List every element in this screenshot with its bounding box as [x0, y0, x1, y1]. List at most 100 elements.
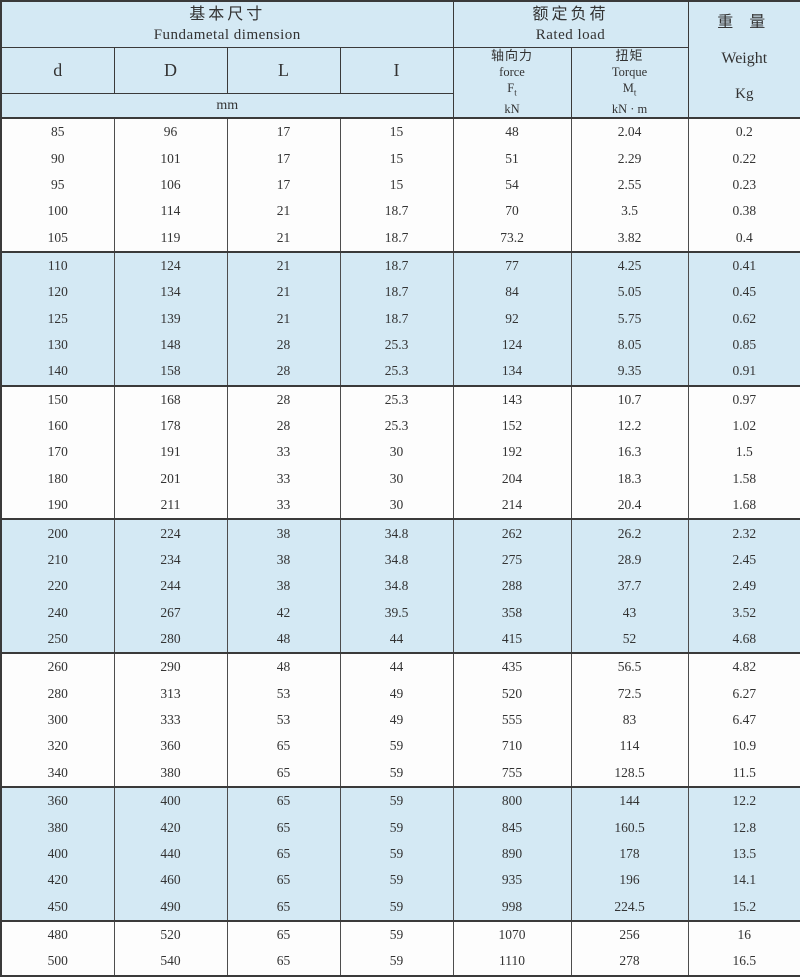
table-cell: 0.2: [687, 118, 800, 146]
table-cell: 139: [113, 305, 228, 332]
table-cell: 114: [113, 198, 228, 225]
table-cell: 100: [0, 198, 115, 225]
table-row: 125 139 21 18.7 92 5.75 0.62: [0, 305, 800, 332]
table-cell: 0.91: [687, 358, 800, 386]
table-cell: 313: [113, 680, 228, 707]
table-row: 450 490 65 59 998 224.5 15.2: [0, 893, 800, 921]
table-cell: 415: [452, 625, 572, 654]
table-cell: 158: [113, 358, 228, 386]
table-cell: 2.55: [570, 171, 689, 199]
table-cell: 18.3: [570, 465, 689, 493]
table-cell: 15.2: [687, 893, 800, 921]
table-cell: 110: [0, 250, 115, 280]
table-cell: 1.5: [687, 439, 800, 466]
table-cell: 234: [113, 546, 228, 574]
table-cell: 12.2: [687, 785, 800, 815]
table-cell: 54: [452, 171, 572, 199]
header-col-d: d: [0, 47, 115, 94]
table-cell: 39.5: [339, 599, 454, 626]
table-cell: 48: [226, 625, 341, 654]
table-cell: 262: [452, 518, 572, 547]
table-row: 220 244 38 34.8 288 37.7 2.49: [0, 573, 800, 600]
table-cell: 160.5: [570, 814, 689, 841]
table-cell: 134: [452, 358, 572, 386]
table-cell: 11.5: [687, 759, 800, 787]
table-cell: 18.7: [339, 198, 454, 225]
table-cell: 2.29: [570, 145, 689, 172]
table-cell: 59: [339, 919, 454, 949]
table-cell: 4.68: [687, 625, 800, 654]
table-cell: 65: [226, 893, 341, 921]
table-cell: 152: [452, 412, 572, 440]
table-cell: 38: [226, 518, 341, 547]
header-col-axial-force: 轴向力 force Ft kN: [452, 47, 572, 119]
table-cell: 14.1: [687, 867, 800, 894]
header-row-symbols: d D L I 轴向力 force Ft kN 扭矩 Torque Mt kN …: [0, 47, 800, 119]
table-cell: 70: [452, 198, 572, 225]
table-cell: 25.3: [339, 384, 454, 413]
table-cell: 92: [452, 305, 572, 332]
table-cell: 33: [226, 439, 341, 466]
table-cell: 845: [452, 814, 572, 841]
table-row: 250 280 48 44 415 52 4.68: [0, 625, 800, 654]
table-cell: 96: [113, 118, 228, 146]
table-cell: 935: [452, 867, 572, 894]
table-row: 150 168 28 25.3 143 10.7 0.97: [0, 384, 800, 413]
table-cell: 28: [226, 358, 341, 386]
table-cell: 18.7: [339, 250, 454, 280]
table-cell: 168: [113, 384, 228, 413]
table-cell: 128.5: [570, 759, 689, 787]
table-cell: 340: [0, 759, 115, 787]
table-cell: 44: [339, 625, 454, 654]
table-cell: 10.7: [570, 384, 689, 413]
table-cell: 15: [339, 171, 454, 199]
header-row-groups: 基本尺寸 Fundametal dimension 额定负荷 Rated loa…: [0, 0, 800, 119]
table-cell: 5.05: [570, 279, 689, 306]
table-cell: 73.2: [452, 224, 572, 252]
table-cell: 15: [339, 145, 454, 172]
table-cell: 72.5: [570, 680, 689, 707]
table-cell: 555: [452, 706, 572, 734]
table-cell: 34.8: [339, 546, 454, 574]
table-cell: 34.8: [339, 518, 454, 547]
table-cell: 4.82: [687, 652, 800, 681]
table-cell: 280: [113, 625, 228, 654]
table-cell: 380: [113, 759, 228, 787]
table-cell: 10.9: [687, 733, 800, 760]
table-cell: 191: [113, 439, 228, 466]
table-cell: 16: [687, 919, 800, 949]
table-row: 360 400 65 59 800 144 12.2: [0, 785, 800, 815]
table-cell: 4.25: [570, 250, 689, 280]
table-cell: 320: [0, 733, 115, 760]
table-cell: 200: [0, 518, 115, 547]
table-cell: 0.23: [687, 171, 800, 199]
table-cell: 95: [0, 171, 115, 199]
table-cell: 6.27: [687, 680, 800, 707]
header-col-torque: 扭矩 Torque Mt kN · m: [570, 47, 689, 119]
table-cell: 65: [226, 814, 341, 841]
table-cell: 52: [570, 625, 689, 654]
table-cell: 380: [0, 814, 115, 841]
table-row: 190 211 33 30 214 20.4 1.68: [0, 492, 800, 520]
table-cell: 34.8: [339, 573, 454, 600]
table-cell: 17: [226, 118, 341, 146]
table-cell: 450: [0, 893, 115, 921]
table-cell: 84: [452, 279, 572, 306]
force-symbol: Ft: [507, 81, 517, 98]
table-row: 105 119 21 18.7 73.2 3.82 0.4: [0, 224, 800, 252]
table-row: 280 313 53 49 520 72.5 6.27: [0, 680, 800, 707]
table-row: 110 124 21 18.7 77 4.25 0.41: [0, 250, 800, 280]
table-cell: 998: [452, 893, 572, 921]
table-cell: 9.35: [570, 358, 689, 386]
table-cell: 333: [113, 706, 228, 734]
table-cell: 38: [226, 546, 341, 574]
table-cell: 0.62: [687, 305, 800, 332]
table-cell: 48: [452, 118, 572, 146]
table-row: 400 440 65 59 890 178 13.5: [0, 840, 800, 868]
table-cell: 2.04: [570, 118, 689, 146]
table-cell: 267: [113, 599, 228, 626]
table-cell: 43: [570, 599, 689, 626]
table-cell: 30: [339, 465, 454, 493]
table-cell: 59: [339, 840, 454, 868]
